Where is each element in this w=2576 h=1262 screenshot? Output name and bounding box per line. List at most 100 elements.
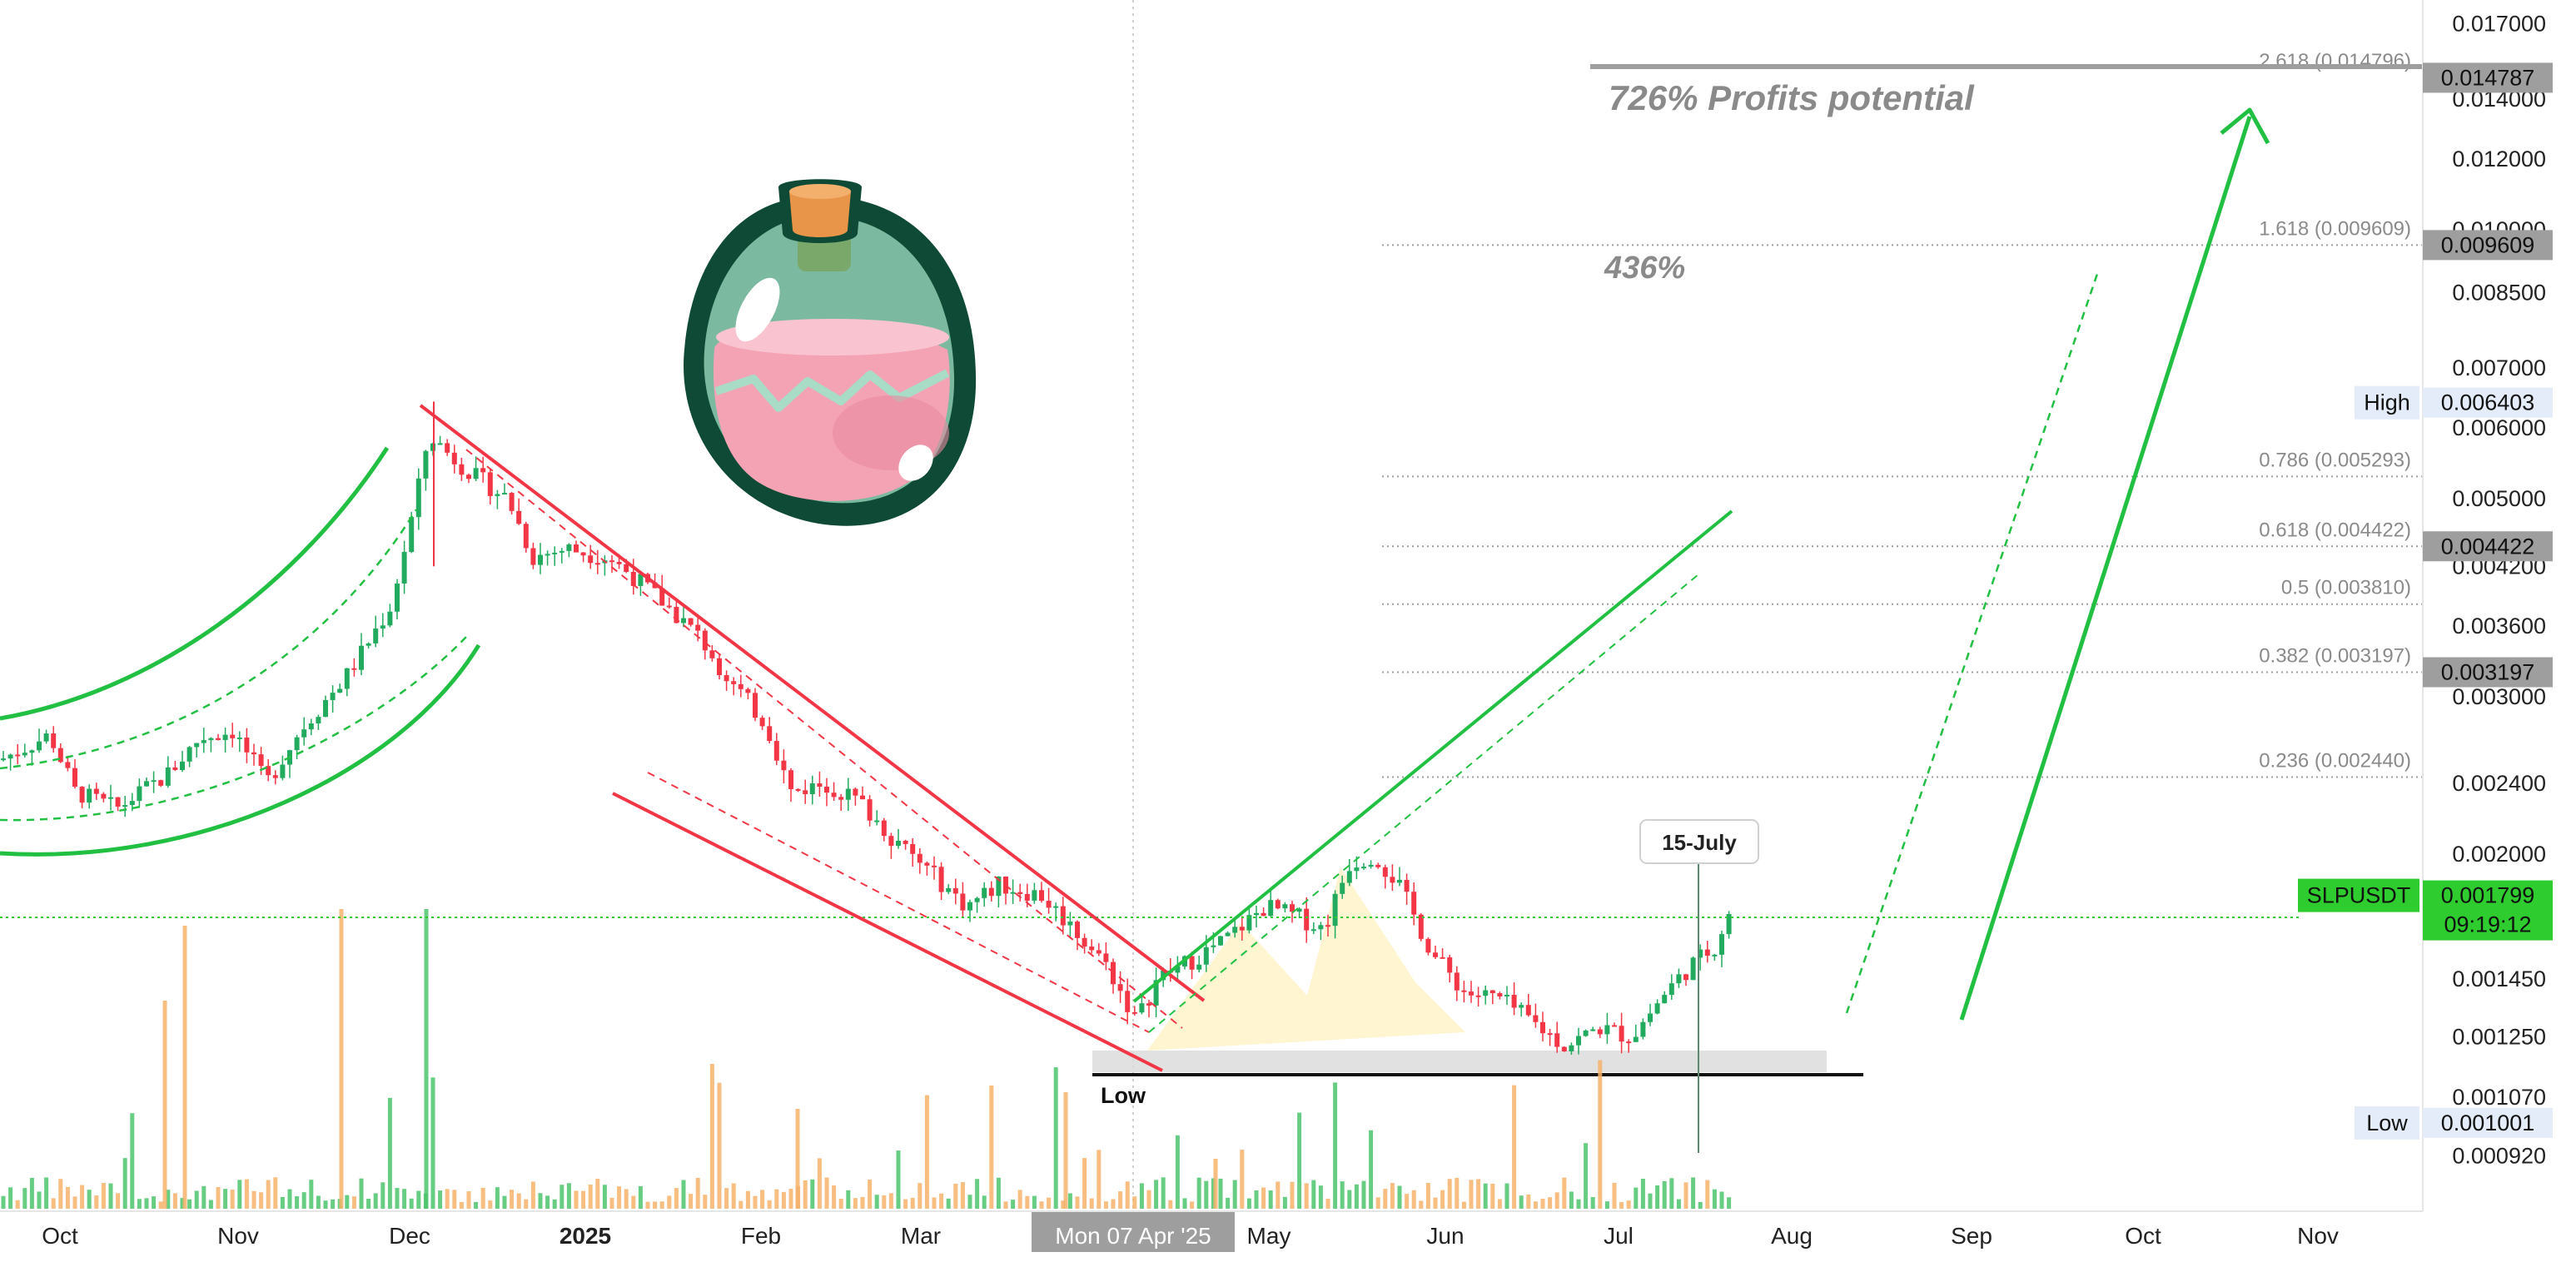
volume-bar bbox=[846, 1190, 851, 1209]
price-tag bbox=[2423, 387, 2553, 418]
candle-body bbox=[1218, 936, 1223, 946]
volume-bar bbox=[1082, 1158, 1087, 1209]
candle-body bbox=[1203, 946, 1209, 965]
volume-bar bbox=[1061, 1200, 1066, 1209]
candle-body bbox=[702, 630, 708, 651]
price-tag bbox=[2423, 62, 2553, 93]
volume-bar bbox=[237, 1180, 242, 1209]
volume-bar bbox=[166, 1190, 171, 1209]
candle-body bbox=[717, 658, 722, 676]
falling-wedge-mid-lower bbox=[647, 772, 1150, 1033]
candle-body bbox=[1282, 904, 1288, 909]
candle-body bbox=[910, 843, 916, 854]
volume-bar bbox=[1017, 1190, 1022, 1209]
candle-body bbox=[738, 683, 743, 689]
volume-bar bbox=[495, 1187, 500, 1209]
candle-body bbox=[1576, 1036, 1581, 1046]
price-tag bbox=[2423, 531, 2553, 562]
volume-bar bbox=[953, 1183, 958, 1209]
volume-bar bbox=[72, 1196, 77, 1209]
candle-body bbox=[1318, 925, 1324, 930]
date-label-text: 15-July bbox=[1662, 830, 1737, 855]
candle-body bbox=[1010, 892, 1016, 894]
time-tick-label: 2025 bbox=[559, 1223, 611, 1249]
candle-body bbox=[1039, 890, 1044, 902]
time-tick-label: May bbox=[1247, 1223, 1291, 1249]
volume-bar bbox=[1132, 1196, 1137, 1209]
candle-body bbox=[366, 643, 371, 646]
candle-body bbox=[272, 775, 278, 778]
price-tag-label: SLPUSDT bbox=[2307, 883, 2411, 908]
candle-body bbox=[137, 786, 142, 802]
candle-body bbox=[1096, 950, 1102, 954]
candle-body bbox=[803, 790, 808, 794]
candle-body bbox=[1712, 954, 1718, 956]
candle-body bbox=[552, 552, 558, 554]
volume-bar bbox=[1598, 1060, 1603, 1209]
price-tick-label: 0.002400 bbox=[2452, 771, 2546, 796]
candle-body bbox=[1246, 915, 1252, 931]
volume-bar bbox=[58, 1179, 63, 1209]
candle-body bbox=[29, 750, 35, 753]
volume-bar bbox=[967, 1195, 972, 1209]
candle-body bbox=[395, 583, 400, 612]
volume-bar bbox=[1698, 1201, 1703, 1209]
low-label: Low bbox=[1101, 1083, 1146, 1108]
price-tag-value: 0.001799 bbox=[2441, 883, 2535, 908]
volume-bar bbox=[602, 1185, 607, 1209]
candle-body bbox=[194, 743, 200, 748]
volume-bar bbox=[975, 1179, 980, 1209]
volume-bar bbox=[745, 1190, 750, 1209]
candle-body bbox=[788, 770, 793, 789]
candle-body bbox=[51, 733, 57, 748]
countdown-label: 09:19:12 bbox=[2444, 912, 2531, 937]
candle-body bbox=[1726, 914, 1732, 935]
support-zone bbox=[1092, 1051, 1827, 1072]
volume-bar bbox=[1425, 1182, 1430, 1209]
candle-body bbox=[1340, 882, 1345, 894]
candle-body bbox=[1668, 983, 1674, 996]
candle-body bbox=[108, 797, 113, 799]
candle-body bbox=[1497, 993, 1503, 996]
candle-body bbox=[1554, 1033, 1560, 1047]
volume-bar bbox=[1390, 1183, 1395, 1209]
candle-body bbox=[1275, 900, 1281, 909]
candle-body bbox=[588, 555, 594, 564]
candle-body bbox=[65, 762, 71, 768]
candle-body bbox=[180, 761, 185, 770]
volume-bar bbox=[1261, 1187, 1266, 1209]
volume-bar bbox=[1705, 1180, 1710, 1209]
candle-body bbox=[495, 494, 500, 496]
candle-body bbox=[817, 783, 823, 788]
candle-body bbox=[1447, 957, 1453, 973]
candle-body bbox=[79, 787, 85, 803]
volume-bar bbox=[402, 1189, 407, 1209]
candle-body bbox=[616, 562, 622, 564]
candle-body bbox=[1196, 964, 1202, 970]
price-tick-label: 0.002000 bbox=[2452, 842, 2546, 867]
volume-bar bbox=[1139, 1183, 1144, 1209]
candle-body bbox=[1454, 972, 1460, 991]
price-tick-label: 0.003600 bbox=[2452, 614, 2546, 638]
fib-level-label: 0.618 (0.004422) bbox=[2259, 519, 2411, 541]
candle-body bbox=[559, 550, 564, 553]
projection-arrow-head bbox=[2220, 107, 2270, 145]
volume-bar bbox=[351, 1196, 356, 1209]
candle-body bbox=[1590, 1029, 1596, 1031]
candle-body bbox=[1504, 995, 1509, 997]
volume-bar bbox=[1182, 1198, 1187, 1209]
price-tag bbox=[2423, 880, 2553, 941]
volume-bar bbox=[395, 1187, 400, 1209]
volume-bar bbox=[1111, 1199, 1116, 1209]
volume-bar bbox=[172, 1193, 177, 1209]
candle-body bbox=[1211, 945, 1216, 947]
candle-body bbox=[1461, 990, 1467, 992]
candle-body bbox=[502, 493, 507, 495]
candle-body bbox=[451, 452, 457, 465]
volume-bar bbox=[1175, 1135, 1180, 1209]
candle-body bbox=[459, 464, 465, 475]
candle-body bbox=[509, 493, 515, 511]
volume-bar bbox=[22, 1188, 27, 1209]
volume-bar bbox=[37, 1191, 42, 1209]
